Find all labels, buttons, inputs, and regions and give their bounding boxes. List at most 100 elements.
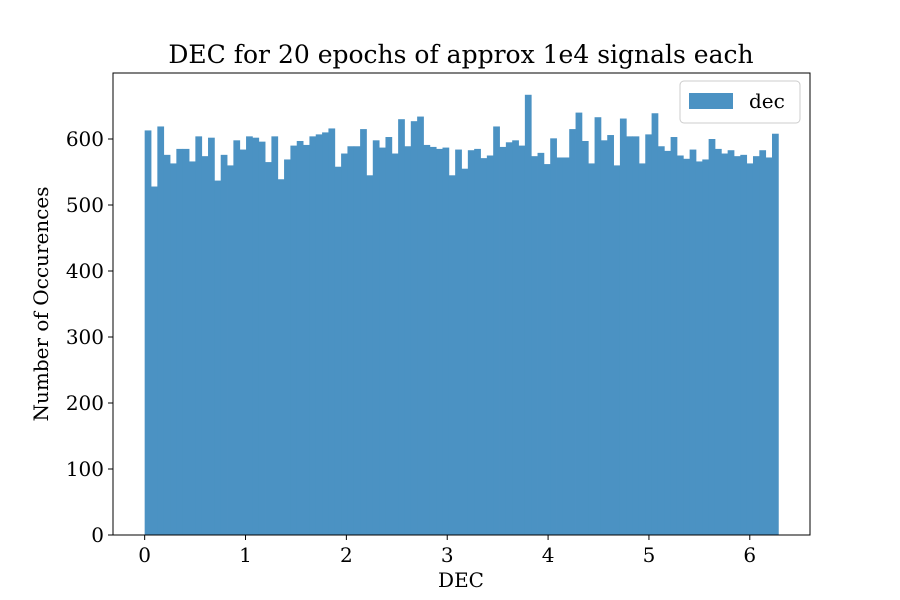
y-tick-label: 600 (66, 127, 104, 151)
histogram-bar (524, 94, 532, 535)
histogram-bar (328, 128, 336, 535)
histogram-bar (505, 142, 513, 536)
histogram-bar (227, 165, 234, 535)
histogram-bar (366, 175, 374, 536)
histogram-bar (765, 157, 773, 536)
histogram-bar (214, 180, 222, 535)
x-tick-label: 3 (441, 543, 454, 567)
y-tick-label: 0 (91, 523, 104, 547)
histogram-bar (404, 146, 412, 535)
histogram-bar (379, 147, 386, 535)
histogram-bar (195, 136, 203, 536)
legend-label-dec: dec (749, 89, 785, 113)
histogram-bar (619, 118, 627, 535)
histogram-bar (182, 148, 190, 535)
histogram-bar (600, 140, 608, 535)
histogram-bar (727, 150, 735, 535)
histogram-bar (607, 135, 614, 536)
legend: dec (679, 80, 801, 124)
histogram-bar (189, 161, 196, 535)
histogram-bar (271, 136, 279, 536)
histogram-bar (296, 140, 304, 536)
legend-box (679, 80, 801, 124)
histogram-bar (448, 175, 456, 536)
histogram-bar (233, 140, 241, 535)
histogram-bar (588, 163, 595, 536)
histogram-bar (265, 162, 272, 535)
legend-swatch-dec (689, 93, 733, 109)
histogram-bar (581, 140, 589, 536)
x-tick-label: 1 (239, 543, 252, 567)
histogram-bar (385, 137, 393, 535)
histogram-bar (391, 153, 399, 535)
histogram-bar (220, 154, 228, 535)
histogram-bar (569, 129, 576, 535)
histogram-bar (252, 137, 260, 535)
x-axis-label: DEC (438, 568, 484, 592)
histogram-bar (398, 119, 405, 535)
histogram-bar (670, 137, 678, 535)
histogram-bar (632, 136, 640, 536)
histogram-bar (163, 154, 171, 535)
chart-title: DEC for 20 epochs of approx 1e4 signals … (168, 40, 753, 69)
histogram-bar (613, 165, 621, 535)
histogram-bar (740, 154, 748, 535)
histogram-bar (626, 136, 633, 536)
histogram-bar (258, 141, 266, 535)
x-axis-ticks: 0 1 2 3 4 5 6 (138, 535, 756, 567)
histogram-bar (353, 146, 361, 535)
histogram-bar (417, 116, 424, 535)
histogram-bar (721, 153, 729, 535)
histogram-bar (372, 140, 380, 535)
histogram-bar (486, 155, 494, 535)
histogram-bar (157, 126, 165, 536)
histogram-bar (499, 146, 507, 536)
histogram-bar (284, 159, 291, 535)
x-tick-label: 5 (643, 543, 656, 567)
histogram-bar (746, 163, 754, 536)
histogram-bar (201, 156, 209, 535)
histogram-bar (208, 137, 215, 535)
histogram-bar (360, 129, 367, 535)
histogram-bar (239, 149, 247, 535)
histogram-bar (531, 156, 538, 535)
histogram-bar (543, 164, 551, 535)
histogram-bar (651, 113, 659, 535)
histogram-bar (594, 117, 602, 535)
y-tick-label: 400 (66, 259, 104, 283)
y-tick-label: 200 (66, 391, 104, 415)
histogram-bar (334, 166, 342, 535)
histogram-bar (702, 159, 710, 535)
histogram-bar (752, 156, 760, 535)
histogram-bar (315, 134, 323, 535)
histogram-bar (410, 121, 418, 536)
histogram-bar (170, 163, 177, 536)
bars-layer (144, 94, 779, 536)
histogram-bar (461, 168, 469, 535)
histogram-bar (322, 132, 329, 535)
histogram-bar (708, 139, 716, 535)
histogram-bar (645, 134, 652, 535)
histogram-bar (341, 153, 348, 535)
histogram-bar (575, 112, 583, 535)
histogram-bar (246, 136, 253, 536)
histogram-bar (474, 148, 481, 535)
histogram-bar (290, 145, 298, 535)
histogram-bar (151, 186, 158, 535)
histogram-bar (429, 146, 437, 536)
histogram-bar (695, 161, 703, 535)
x-tick-label: 2 (340, 543, 353, 567)
y-axis-ticks: 0 100 200 300 400 500 600 (66, 127, 113, 547)
histogram-bar (638, 163, 646, 536)
histogram-bar (480, 158, 488, 535)
histogram-bar (347, 146, 355, 535)
histogram-bar (664, 150, 672, 535)
histogram-bar (442, 147, 450, 535)
histogram-bar (455, 149, 462, 535)
histogram-bar (689, 149, 697, 535)
y-tick-label: 300 (66, 325, 104, 349)
histogram-bar (676, 155, 684, 535)
histogram-bar (759, 150, 767, 535)
y-tick-label: 100 (66, 457, 104, 481)
